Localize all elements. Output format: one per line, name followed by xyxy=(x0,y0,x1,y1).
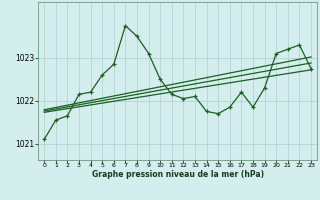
X-axis label: Graphe pression niveau de la mer (hPa): Graphe pression niveau de la mer (hPa) xyxy=(92,170,264,179)
